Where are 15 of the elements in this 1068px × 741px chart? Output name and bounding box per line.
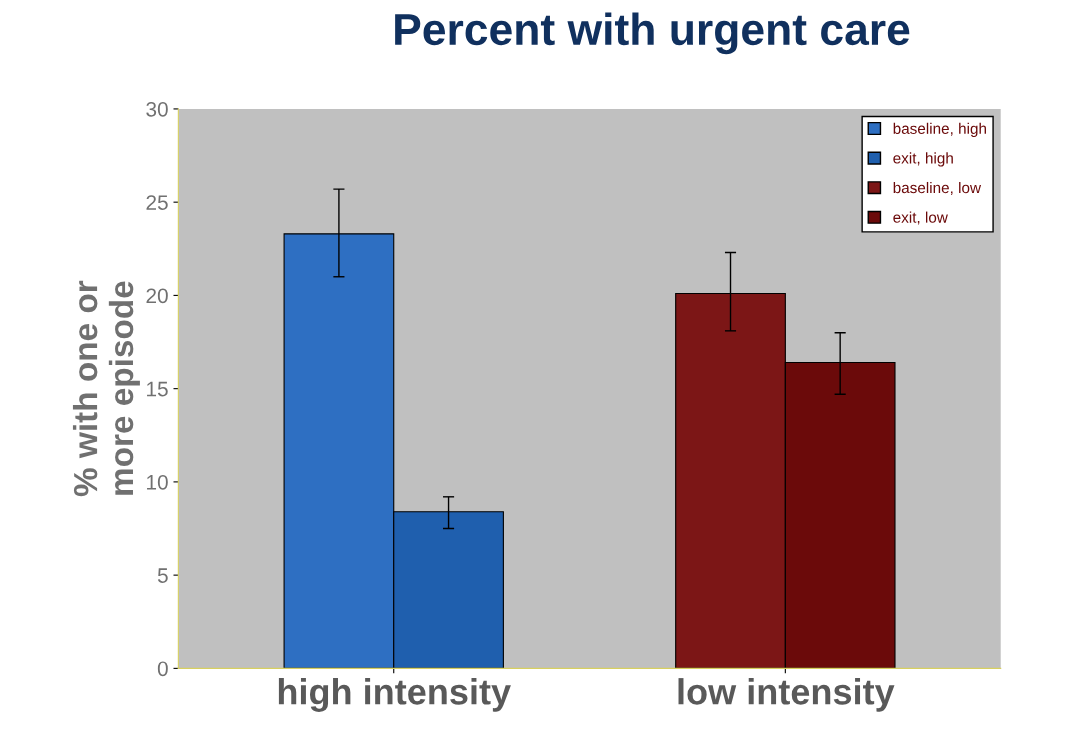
y-tick-label: 10 <box>147 474 168 490</box>
y-tick-label: 20 <box>146 288 168 304</box>
legend-label: exit, high <box>893 152 953 167</box>
y-axis-title: % with one or more episode <box>72 280 140 497</box>
chart-title: Percent with urgent care <box>395 12 910 55</box>
x-tick-label: low intensity <box>678 678 895 712</box>
legend-label: baseline, high <box>893 122 986 137</box>
y-tick-label: 0 <box>157 661 168 677</box>
x-tick-label: high intensity <box>278 678 511 712</box>
legend-label: baseline, low <box>893 181 982 195</box>
y-tick-label: 15 <box>147 381 168 397</box>
legend-label: exit, low <box>893 211 948 225</box>
y-tick-label: 5 <box>157 568 168 583</box>
y-tick-label: 30 <box>146 101 168 117</box>
y-tick-label: 25 <box>146 195 168 210</box>
